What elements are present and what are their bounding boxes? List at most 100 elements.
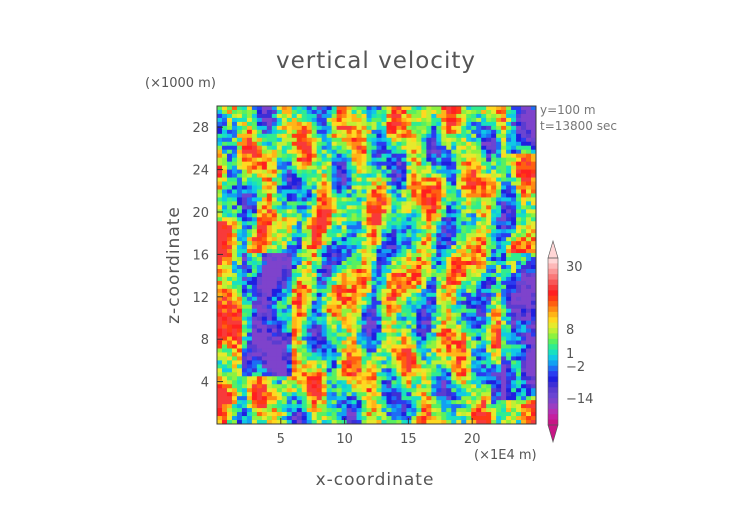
heatmap-cell bbox=[306, 185, 313, 191]
heatmap-cell bbox=[217, 340, 223, 346]
heatmap-cell bbox=[251, 193, 258, 199]
heatmap-cell bbox=[341, 257, 348, 262]
heatmap-cell bbox=[266, 261, 273, 266]
heatmap-cell bbox=[506, 165, 512, 171]
heatmap-cell bbox=[426, 412, 432, 417]
heatmap-cell bbox=[276, 320, 283, 326]
heatmap-cell bbox=[416, 229, 422, 234]
heatmap-cell bbox=[441, 217, 447, 222]
heatmap-cell bbox=[486, 320, 492, 326]
heatmap-cell bbox=[311, 245, 318, 250]
heatmap-cell bbox=[326, 237, 333, 242]
heatmap-cell bbox=[481, 412, 487, 417]
heatmap-cell bbox=[401, 189, 407, 195]
heatmap-cell bbox=[241, 360, 248, 365]
heatmap-cell bbox=[361, 133, 368, 139]
heatmap-cell bbox=[456, 117, 462, 123]
heatmap-cell bbox=[416, 272, 422, 278]
heatmap-cell bbox=[416, 217, 422, 222]
heatmap-cell bbox=[236, 221, 243, 226]
heatmap-cell bbox=[316, 201, 323, 206]
heatmap-cell bbox=[411, 328, 417, 334]
heatmap-cell bbox=[501, 272, 507, 278]
heatmap-cell bbox=[501, 296, 507, 302]
heatmap-cell bbox=[486, 145, 492, 151]
heatmap-cell bbox=[376, 257, 383, 262]
heatmap-cell bbox=[371, 332, 378, 338]
heatmap-cell bbox=[471, 320, 477, 326]
heatmap-cell bbox=[296, 388, 303, 393]
heatmap-cell bbox=[516, 245, 522, 250]
heatmap-cell bbox=[326, 149, 333, 155]
heatmap-cell bbox=[256, 404, 263, 409]
heatmap-cell bbox=[226, 117, 233, 123]
heatmap-cell bbox=[271, 336, 278, 342]
heatmap-cell bbox=[336, 133, 343, 139]
heatmap-cell bbox=[306, 316, 313, 322]
heatmap-cell bbox=[276, 145, 283, 151]
heatmap-cell bbox=[456, 388, 462, 393]
heatmap-cell bbox=[421, 205, 427, 210]
heatmap-cell bbox=[391, 225, 398, 230]
heatmap-cell bbox=[276, 169, 283, 175]
heatmap-cell bbox=[511, 352, 517, 358]
heatmap-cell bbox=[306, 245, 313, 250]
heatmap-cell bbox=[226, 376, 233, 381]
heatmap-cell bbox=[356, 308, 363, 314]
heatmap-cell bbox=[346, 388, 353, 393]
heatmap-cell bbox=[246, 165, 253, 171]
heatmap-cell bbox=[336, 332, 343, 338]
heatmap-cell bbox=[261, 133, 268, 139]
heatmap-cell bbox=[381, 316, 388, 322]
heatmap-cell bbox=[531, 261, 536, 266]
heatmap-cell bbox=[221, 408, 228, 413]
heatmap-cell bbox=[296, 404, 303, 409]
heatmap-cell bbox=[521, 412, 527, 417]
heatmap-cell bbox=[451, 344, 457, 350]
heatmap-cell bbox=[476, 197, 482, 203]
heatmap-cell bbox=[411, 284, 417, 290]
heatmap-cell bbox=[246, 320, 253, 326]
heatmap-cell bbox=[431, 276, 437, 282]
heatmap-cell bbox=[396, 177, 403, 183]
heatmap-cell bbox=[526, 300, 532, 306]
heatmap-cell bbox=[221, 284, 228, 290]
heatmap-cell bbox=[526, 372, 532, 377]
heatmap-cell bbox=[361, 153, 368, 159]
heatmap-cell bbox=[306, 304, 313, 310]
heatmap-cell bbox=[336, 340, 343, 346]
heatmap-cell bbox=[336, 221, 343, 226]
heatmap-cell bbox=[351, 268, 358, 274]
heatmap-cell bbox=[221, 328, 228, 334]
heatmap-cell bbox=[261, 245, 268, 250]
heatmap-cell bbox=[336, 197, 343, 203]
heatmap-cell bbox=[431, 121, 437, 127]
heatmap-cell bbox=[291, 276, 298, 282]
heatmap-cell bbox=[261, 312, 268, 318]
heatmap-cell bbox=[451, 145, 457, 151]
heatmap-cell bbox=[376, 249, 383, 254]
heatmap-cell bbox=[416, 400, 422, 405]
heatmap-cell bbox=[376, 340, 383, 346]
heatmap-cell bbox=[231, 356, 238, 362]
heatmap-cell bbox=[461, 213, 467, 218]
heatmap-cell bbox=[321, 237, 328, 242]
heatmap-cell bbox=[406, 332, 412, 338]
heatmap-cell bbox=[231, 185, 238, 191]
heatmap-cell bbox=[276, 400, 283, 405]
heatmap-cell bbox=[451, 113, 457, 119]
heatmap-cell bbox=[491, 396, 497, 401]
heatmap-cell bbox=[441, 106, 447, 111]
heatmap-cell bbox=[291, 265, 298, 270]
heatmap-cell bbox=[486, 213, 492, 218]
heatmap-cell bbox=[217, 400, 223, 405]
heatmap-cell bbox=[316, 356, 323, 362]
heatmap-cell bbox=[396, 117, 403, 123]
heatmap-cell bbox=[396, 272, 403, 278]
heatmap-cell bbox=[371, 185, 378, 191]
heatmap-cell bbox=[471, 364, 477, 369]
heatmap-cell bbox=[446, 225, 452, 230]
heatmap-cell bbox=[371, 209, 378, 214]
heatmap-cell bbox=[321, 412, 328, 417]
heatmap-cell bbox=[256, 261, 263, 266]
